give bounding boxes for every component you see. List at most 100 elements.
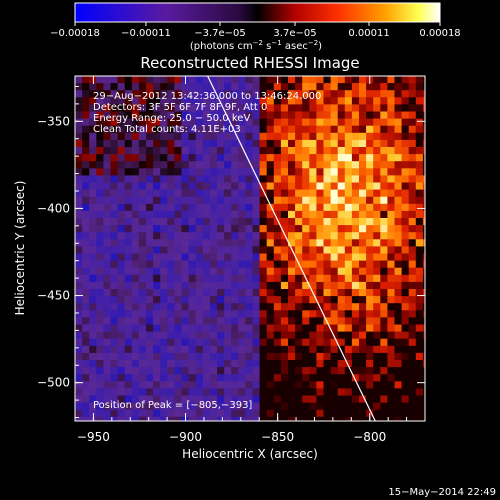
heatmap-cell: [415, 274, 424, 283]
heatmap-cell: [131, 374, 140, 382]
heatmap-cell: [366, 210, 374, 219]
heatmap-cell: [323, 132, 331, 141]
heatmap-cell: [380, 125, 388, 134]
heatmap-cell: [273, 203, 282, 212]
heatmap-cell: [288, 395, 296, 403]
heatmap-cell: [82, 182, 90, 190]
heatmap-cell: [259, 246, 268, 254]
heatmap-cell: [160, 416, 168, 421]
heatmap-cell: [188, 225, 197, 233]
heatmap-cell: [188, 374, 197, 382]
heatmap-cell: [344, 168, 353, 176]
heatmap-cell: [252, 196, 260, 205]
heatmap-cell: [259, 416, 268, 421]
heatmap-cell: [89, 90, 97, 98]
heatmap-cell: [82, 388, 90, 396]
heatmap-cell: [380, 345, 388, 354]
heatmap-cell: [202, 289, 211, 297]
heatmap-cell: [415, 90, 424, 98]
heatmap-cell: [245, 168, 253, 176]
heatmap-cell: [131, 97, 140, 105]
heatmap-cell: [309, 345, 317, 354]
heatmap-cell: [89, 246, 97, 254]
heatmap-cell: [167, 274, 175, 283]
heatmap-cell: [316, 267, 324, 276]
heatmap-cell: [89, 331, 97, 340]
heatmap-cell: [259, 196, 268, 205]
heatmap-cell: [422, 182, 425, 190]
heatmap-cell: [280, 139, 289, 148]
heatmap-cell: [422, 352, 425, 361]
heatmap-cell: [252, 367, 260, 375]
heatmap-cell: [75, 225, 83, 233]
heatmap-cell: [280, 83, 289, 91]
heatmap-cell: [280, 360, 289, 368]
heatmap-cell: [351, 281, 360, 290]
heatmap-cell: [124, 182, 133, 190]
heatmap-cell: [167, 416, 175, 421]
heatmap-cell: [344, 175, 353, 183]
heatmap-cell: [273, 132, 282, 141]
heatmap-cell: [202, 218, 211, 226]
heatmap-cell: [359, 154, 367, 162]
heatmap-cell: [373, 331, 381, 340]
heatmap-cell: [394, 232, 402, 240]
heatmap-cell: [195, 281, 204, 290]
heatmap-cell: [209, 189, 218, 198]
heatmap-cell: [103, 168, 111, 176]
heatmap-cell: [224, 168, 232, 176]
heatmap-cell: [110, 338, 118, 347]
heatmap-cell: [316, 345, 324, 354]
heatmap-cell: [153, 147, 161, 155]
heatmap-cell: [309, 303, 317, 311]
heatmap-cell: [217, 409, 225, 418]
heatmap-cell: [373, 118, 381, 127]
heatmap-cell: [259, 161, 268, 169]
heatmap-cell: [394, 203, 402, 212]
heatmap-cell: [373, 168, 381, 176]
heatmap-cell: [224, 296, 232, 304]
heatmap-cell: [252, 154, 260, 162]
heatmap-cell: [181, 388, 189, 396]
heatmap-cell: [330, 303, 339, 311]
heatmap-cell: [174, 118, 182, 127]
heatmap-cell: [401, 246, 410, 254]
heatmap-cell: [160, 161, 168, 169]
heatmap-cell: [138, 381, 147, 389]
heatmap-cell: [146, 147, 154, 155]
heatmap-cell: [288, 97, 296, 105]
heatmap-cell: [252, 83, 260, 91]
heatmap-cell: [195, 253, 204, 261]
heatmap-cell: [359, 409, 367, 418]
heatmap-cell: [422, 154, 425, 162]
heatmap-cell: [209, 168, 218, 176]
heatmap-cell: [351, 161, 360, 169]
heatmap-cell: [252, 310, 260, 318]
heatmap-cell: [217, 324, 225, 332]
heatmap-cell: [89, 289, 97, 297]
heatmap-cell: [96, 310, 104, 318]
heatmap-cell: [309, 196, 317, 205]
heatmap-cell: [415, 239, 424, 247]
heatmap-cell: [408, 381, 417, 389]
heatmap-cell: [380, 367, 388, 375]
heatmap-cell: [103, 125, 111, 134]
heatmap-cell: [309, 352, 317, 361]
heatmap-cell: [146, 125, 154, 134]
heatmap-cell: [359, 189, 367, 198]
heatmap-cell: [209, 97, 218, 105]
heatmap-cell: [302, 374, 310, 382]
heatmap-cell: [245, 239, 253, 247]
heatmap-cell: [351, 182, 360, 190]
heatmap-cell: [160, 374, 168, 382]
heatmap-cell: [316, 225, 324, 233]
heatmap-cell: [330, 402, 339, 411]
heatmap-cell: [323, 338, 331, 347]
heatmap-cell: [188, 210, 197, 219]
heatmap-cell: [195, 111, 204, 119]
heatmap-cell: [124, 104, 133, 112]
heatmap-cell: [302, 111, 310, 119]
heatmap-cell: [401, 310, 410, 318]
heatmap-cell: [160, 324, 168, 332]
heatmap-cell: [373, 409, 381, 418]
